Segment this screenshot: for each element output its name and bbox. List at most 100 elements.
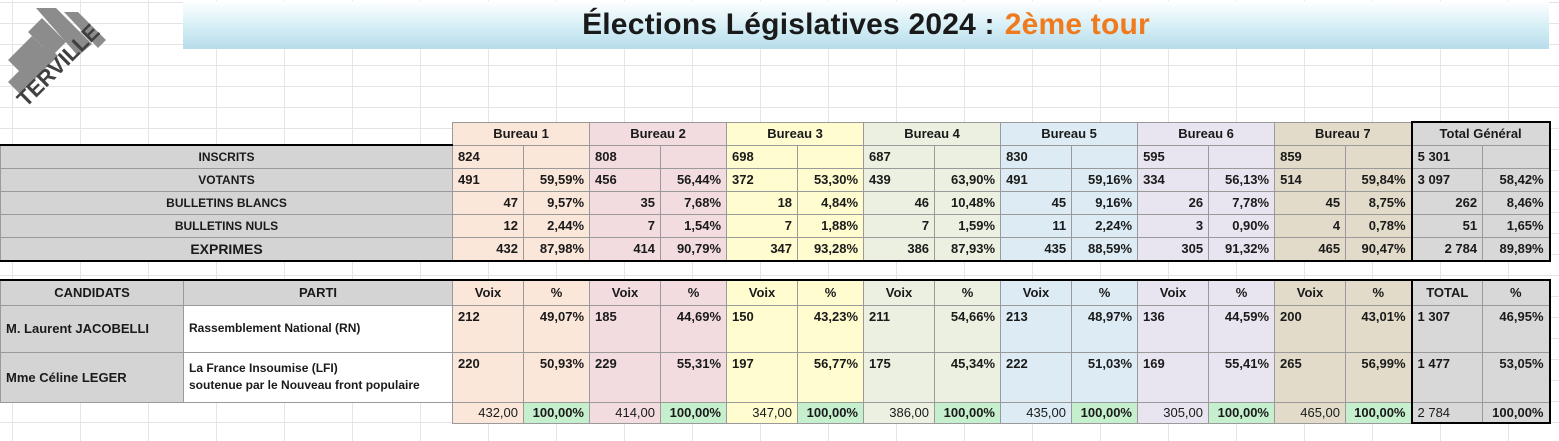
stat-value: 824 [452,144,524,169]
stat-label: BULLETINS NULS [0,213,453,238]
stat-pct [1071,144,1139,169]
total-pct: 46,95% [1482,304,1551,353]
stat-value: 456 [589,167,662,192]
check-total: 386,00 [863,401,935,424]
stat-label: EXPRIMES [0,236,453,262]
stat-value: 45 [1274,190,1347,215]
results-table: CANDIDATS PARTI Voix% Voix% Voix% Voix% … [0,279,1551,424]
stat-pct [934,144,1002,169]
stat-pct: 59,84% [1345,167,1413,192]
stat-pct: 1,88% [797,213,865,238]
stat-pct [660,144,728,169]
pct-value: 44,59% [1208,304,1275,353]
stat-value: 47 [452,190,524,215]
voix-value: 229 [589,351,661,403]
pct-value: 56,99% [1345,351,1412,403]
stats-table: Bureau 1 Bureau 2 Bureau 3 Bureau 4 Bure… [0,121,1551,262]
bureau-header: Bureau 2 [589,121,728,146]
stat-pct: 2,24% [1071,213,1139,238]
stat-value: 46 [863,190,936,215]
round-label: 2ème tour [1004,8,1150,41]
stat-pct: 59,59% [522,167,591,192]
stat-pct: 0,78% [1345,213,1413,238]
stat-pct: 89,89% [1482,236,1551,262]
stat-pct: 58,42% [1482,167,1551,192]
stat-value: 2 784 [1410,236,1484,262]
stat-value: 687 [863,144,936,169]
voix-header: Voix [863,279,935,306]
stat-pct: 2,44% [522,213,591,238]
pct-value: 56,77% [797,351,864,403]
candidate-name: Mme Céline LEGER [0,351,184,403]
stat-pct: 0,90% [1208,213,1276,238]
voix-value: 169 [1137,351,1209,403]
stat-pct: 8,46% [1482,190,1551,215]
check-pct: 100,00% [660,401,727,424]
pct-value: 49,07% [523,304,590,353]
bureau-header: Bureau 6 [1137,121,1276,146]
candidate-party: Rassemblement National (RN) [183,304,453,353]
stat-value: 305 [1137,236,1210,262]
stat-pct: 1,54% [660,213,728,238]
check-pct: 100,00% [1345,401,1412,424]
check-pct: 100,00% [523,401,590,424]
stat-pct: 56,13% [1208,167,1276,192]
total-voix: 1 477 [1410,351,1483,403]
party-line: soutenue par le Nouveau front populaire [189,378,420,392]
pct-header: % [1345,279,1412,306]
stat-pct: 4,84% [797,190,865,215]
check-total: 414,00 [589,401,661,424]
stat-value: 432 [452,236,524,262]
stat-value: 262 [1410,190,1484,215]
results-header-row: CANDIDATS PARTI Voix% Voix% Voix% Voix% … [0,279,1551,306]
pct-value: 55,31% [660,351,727,403]
voix-value: 265 [1274,351,1346,403]
stat-value: 698 [726,144,799,169]
stat-pct: 87,93% [934,236,1002,262]
check-total: 432,00 [452,401,524,424]
candidate-row: Mme Céline LEGER La France Insoumise (LF… [0,351,1551,403]
check-pct: 100,00% [797,401,864,424]
voix-header: Voix [1137,279,1209,306]
stat-pct: 93,28% [797,236,865,262]
voix-header: Voix [1000,279,1072,306]
stat-value: 18 [726,190,799,215]
check-pct: 100,00% [1208,401,1275,424]
stat-row: INSCRITS 824 808 698 687 830 595 859 5 3… [0,144,1551,169]
pct-header: % [1071,279,1138,306]
bureau-header-row: Bureau 1 Bureau 2 Bureau 3 Bureau 4 Bure… [1,121,1551,146]
stat-pct: 59,16% [1071,167,1139,192]
bureau-header: Bureau 5 [1000,121,1139,146]
voix-value: 222 [1000,351,1072,403]
check-pct: 100,00% [1482,401,1551,424]
stat-value: 7 [863,213,936,238]
stat-value: 439 [863,167,936,192]
total-voix: 1 307 [1410,304,1483,353]
stat-pct: 9,57% [522,190,591,215]
voix-value: 150 [726,304,798,353]
total-pct: 53,05% [1482,351,1551,403]
stat-value: 3 [1137,213,1210,238]
stat-value: 830 [1000,144,1073,169]
voix-value: 213 [1000,304,1072,353]
voix-value: 175 [863,351,935,403]
total-header: TOTAL [1410,279,1483,306]
stat-label: BULLETINS BLANCS [0,190,453,215]
stat-value: 386 [863,236,936,262]
candidats-header: CANDIDATS [0,279,184,306]
check-total: 2 784 [1410,401,1483,424]
check-total: 347,00 [726,401,798,424]
stat-value: 372 [726,167,799,192]
stat-pct: 90,79% [660,236,728,262]
stat-label: INSCRITS [0,144,453,169]
pct-header: % [934,279,1001,306]
title-banner: Élections Législatives 2024 : 2ème tour [183,1,1549,49]
stat-pct: 10,48% [934,190,1002,215]
candidate-row: M. Laurent JACOBELLI Rassemblement Natio… [0,304,1551,353]
stat-pct [797,144,865,169]
terville-logo: TERVILLE [6,4,116,112]
stat-value: 4 [1274,213,1347,238]
total-header: Total Général [1410,121,1551,146]
candidate-party: La France Insoumise (LFI) soutenue par le… [183,351,453,403]
stat-value: 491 [452,167,524,192]
